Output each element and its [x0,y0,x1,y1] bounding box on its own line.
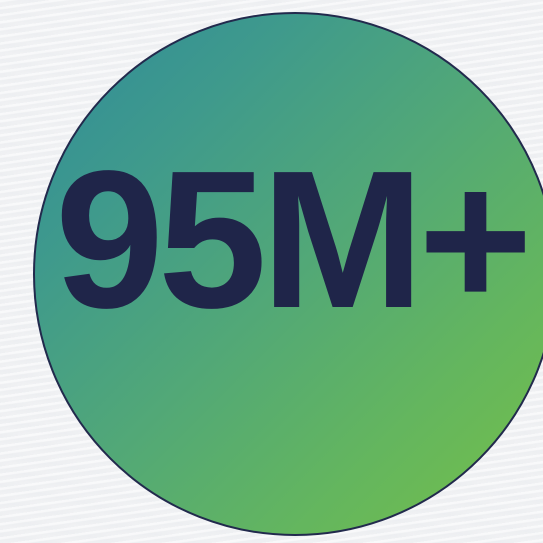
stat-value: 95M+ [55,130,533,349]
stat-circle [33,12,543,536]
